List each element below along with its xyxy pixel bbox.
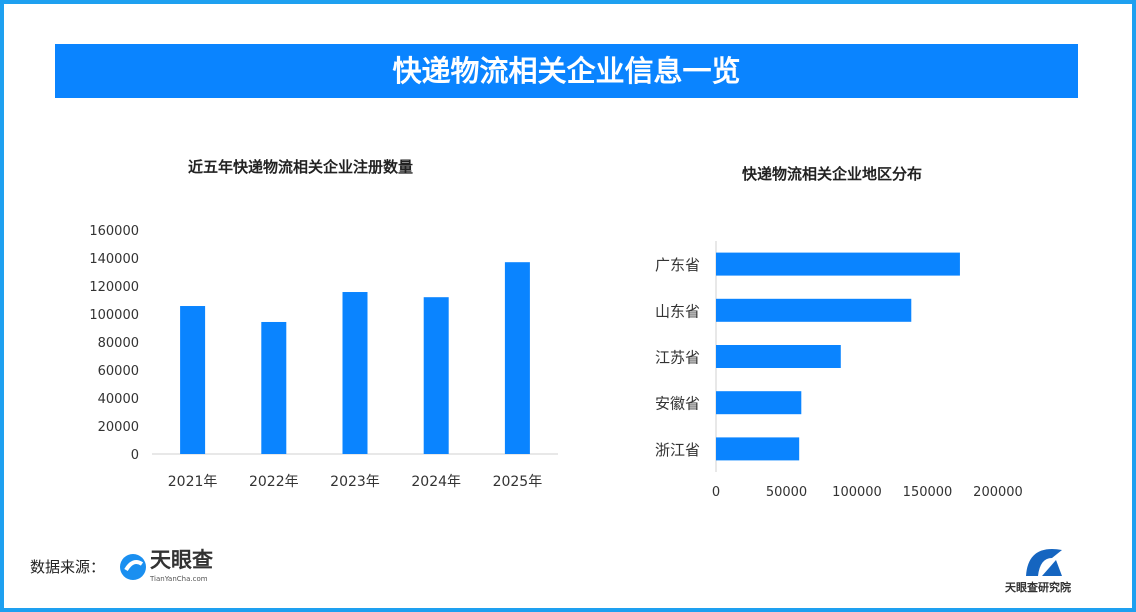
bar-chart-title: 近五年快递物流相关企业注册数量 (188, 158, 414, 176)
x-tick-label: 150000 (903, 485, 953, 500)
x-tick-label: 0 (712, 485, 720, 500)
source-label: 数据来源： (30, 558, 106, 576)
x-tick-label: 2023年 (330, 474, 380, 490)
tianyancha-logo-icon (120, 554, 146, 580)
y-tick-label: 80000 (98, 336, 139, 351)
y-category-label: 浙江省 (655, 441, 700, 459)
x-tick-label: 2022年 (249, 474, 299, 490)
x-tick-label: 100000 (832, 485, 882, 500)
bar (716, 437, 800, 461)
y-tick-label: 160000 (89, 224, 139, 239)
bar (716, 252, 960, 276)
bar (716, 391, 802, 415)
source-logo-sub: TianYanCha.com (150, 575, 208, 583)
bar (342, 292, 368, 454)
y-tick-label: 100000 (89, 308, 139, 323)
y-tick-label: 20000 (98, 420, 139, 435)
bar (716, 298, 912, 322)
bar (180, 306, 206, 454)
bar (261, 321, 287, 454)
bar (423, 297, 449, 454)
x-tick-label: 200000 (973, 485, 1023, 500)
page-title: 快递物流相关企业信息一览 (55, 44, 1078, 98)
bar (504, 262, 530, 454)
y-tick-label: 0 (131, 448, 139, 463)
hbar-chart-title: 快递物流相关企业地区分布 (742, 165, 923, 183)
y-tick-label: 60000 (98, 364, 139, 379)
y-tick-label: 140000 (89, 252, 139, 267)
x-tick-label: 2025年 (493, 474, 543, 490)
source-logo-text: 天眼查 (150, 548, 213, 572)
y-category-label: 江苏省 (655, 349, 700, 367)
bar (716, 345, 841, 368)
y-category-label: 安徽省 (655, 395, 700, 413)
y-tick-label: 120000 (89, 280, 139, 295)
x-tick-label: 2024年 (411, 474, 461, 490)
y-tick-label: 40000 (98, 392, 139, 407)
x-tick-label: 2021年 (168, 474, 218, 490)
y-category-label: 广东省 (655, 256, 700, 274)
institute-logo-icon (1026, 549, 1062, 576)
x-tick-label: 50000 (766, 485, 807, 500)
y-category-label: 山东省 (655, 302, 700, 320)
institute-name: 天眼查研究院 (1005, 581, 1071, 594)
